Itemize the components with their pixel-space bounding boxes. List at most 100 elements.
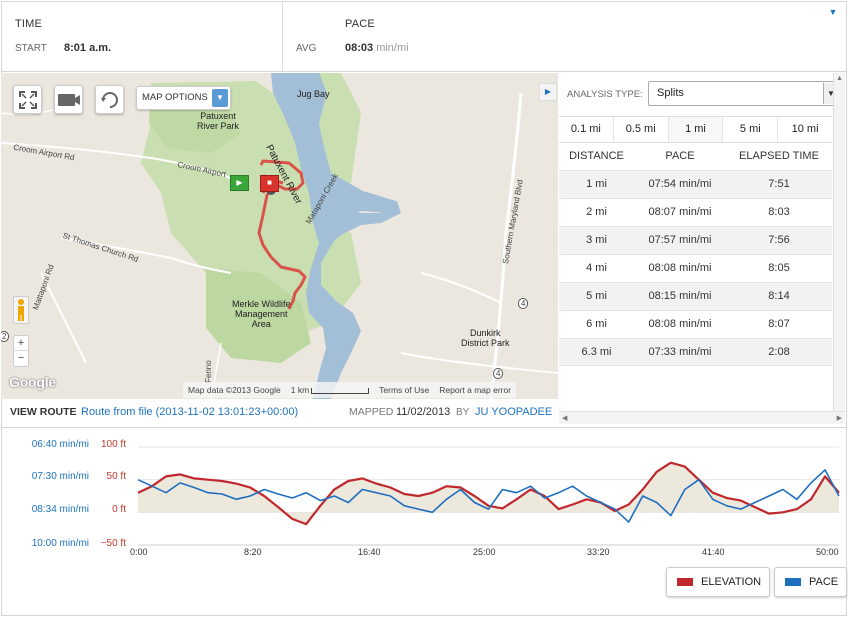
chevron-down-icon[interactable]: ▼ [828,7,838,17]
horizontal-scrollbar[interactable]: ◀ ▶ [559,411,845,424]
interval-tabs: 0.1 mi 0.5 mi 1 mi 5 mi 10 mi [559,116,832,143]
split-distance: 6.3 mi [581,346,612,358]
view-route-label: VIEW ROUTE [10,406,77,418]
street-view-pegman-icon[interactable] [13,296,29,324]
map-scale: 1 km [286,385,374,395]
map-options-dropdown[interactable]: MAP OPTIONS ▼ [136,86,231,110]
avg-pace-value: 08:03 min/mi [345,42,409,54]
zoom-out-button[interactable]: − [14,350,28,365]
elevation-pace-chart: 06:40 min/mi 07:30 min/mi 08:34 min/mi 1… [1,428,848,615]
interval-tab-0-1[interactable]: 0.1 mi [559,117,614,142]
map-data-credit: Map data ©2013 Google [188,385,281,395]
pace-tick-3: 10:00 min/mi [31,538,89,549]
split-pace: 07:33 min/mi [648,346,712,358]
route-382-shield: 2 [1,331,10,342]
map-options-label: MAP OPTIONS [142,92,208,103]
split-pace: 08:08 min/mi [648,262,712,274]
pace-legend-label: PACE [809,576,839,588]
table-row: 6.3 mi 07:33 min/mi 2:08 [559,338,832,366]
table-row: 2 mi 08:07 min/mi 8:03 [559,198,832,226]
split-distance: 4 mi [586,262,607,274]
elevation-legend-label: ELEVATION [701,576,762,588]
elev-tick-2: 0 ft [112,504,126,515]
route-info-bar: VIEW ROUTE Route from file (2013-11-02 1… [1,399,558,426]
split-elapsed: 2:08 [768,346,790,358]
route-file-link[interactable]: Route from file (2013-11-02 13:01:23+00:… [81,406,299,418]
start-marker-icon[interactable]: ▶ [230,175,249,191]
x-tick-4: 33:20 [587,547,610,557]
vertical-scrollbar[interactable]: ▲ [833,73,845,411]
user-link[interactable]: JU YOOPADEE [475,406,553,418]
fullscreen-button[interactable] [13,85,42,114]
pace-title: PACE [345,18,375,30]
map-label-fenno: Fenno [204,360,213,383]
distance-header: DISTANCE [569,150,624,162]
zoom-in-button[interactable]: + [17,337,25,349]
route-4-shield-2: 4 [493,368,504,379]
elevation-swatch [677,578,693,586]
interval-tab-0-5[interactable]: 0.5 mi [614,117,669,142]
elevation-legend-button[interactable]: ELEVATION [666,567,771,597]
map-label-dunkirk: Dunkirk District Park [461,328,510,348]
map-label-merkle: Merkle Wildlife Management Area [232,299,291,329]
x-tick-3: 25:00 [473,547,496,557]
analysis-type-select[interactable]: Splits ▼ [648,81,840,106]
plot-area[interactable] [1,428,846,558]
split-pace: 08:08 min/mi [648,318,712,330]
analysis-panel: ANALYSIS TYPE: Splits ▼ 0.1 mi 0.5 mi 1 … [559,73,840,411]
analysis-type-value: Splits [657,87,684,99]
map-canvas [1,73,558,399]
split-elapsed: 8:03 [768,206,790,218]
mapped-label: MAPPED [349,406,394,418]
splits-table: 1 mi 07:54 min/mi 7:51 2 mi 08:07 min/mi 8:03… [559,170,832,366]
interval-tab-5[interactable]: 5 mi [723,117,779,142]
pace-summary: PACE AVG 08:03 min/mi [284,1,844,71]
pace-tick-1: 07:30 min/mi [31,471,89,482]
interval-tab-1[interactable]: 1 mi [668,117,724,142]
start-time-value: 8:01 a.m. [64,42,112,54]
table-row: 1 mi 07:54 min/mi 7:51 [559,170,832,198]
pace-series-line [137,469,840,523]
split-elapsed: 7:56 [768,234,790,246]
elev-tick-0: 100 ft [100,439,126,450]
pegman-figure-icon [18,299,24,321]
zoom-control: + − [13,335,29,367]
map-label-jug-bay: Jug Bay [297,89,330,99]
pace-legend-button[interactable]: PACE [774,567,848,597]
google-logo: Google [9,374,57,390]
elev-tick-1: 50 ft [106,471,126,482]
panel-toggle-button[interactable]: ▶ [539,83,557,101]
rotate-button[interactable] [95,85,124,114]
3d-view-button[interactable] [54,85,83,114]
avg-label: AVG [296,43,317,54]
terms-link[interactable]: Terms of Use [379,385,430,395]
split-elapsed: 8:07 [768,318,790,330]
chevron-down-icon: ▼ [212,89,228,107]
elev-tick-3: −50 ft [100,538,126,549]
split-distance: 3 mi [586,234,607,246]
time-summary: TIME START 8:01 a.m. [1,1,283,71]
section-divider [1,427,846,428]
elevation-area [138,462,839,525]
table-row: 4 mi 08:08 min/mi 8:05 [559,254,832,282]
table-row: 3 mi 07:57 min/mi 7:56 [559,226,832,254]
end-marker-icon[interactable]: ■ [260,175,279,192]
report-error-link[interactable]: Report a map error [439,385,512,395]
table-row: 5 mi 08:15 min/mi 8:14 [559,282,832,310]
route-4-shield: 4 [518,298,529,309]
split-distance: 6 mi [586,318,607,330]
split-pace: 08:07 min/mi [648,206,712,218]
route-map[interactable]: Jug Bay Patuxent River Park Patuxent Riv… [1,73,558,399]
split-distance: 1 mi [586,178,607,190]
x-tick-5: 41:40 [702,547,725,557]
rotate-icon [100,91,118,108]
pace-header: PACE [665,150,695,162]
analysis-type-label: ANALYSIS TYPE: [567,89,643,100]
mapped-date: 11/02/2013 [396,406,451,418]
interval-tab-10[interactable]: 10 mi [791,123,819,135]
elevation-series-line [137,461,840,526]
split-elapsed: 8:05 [768,262,790,274]
map-label-patuxent-park: Patuxent River Park [197,111,240,131]
x-tick-1: 8:20 [244,547,262,557]
pace-tick-2: 08:34 min/mi [31,504,89,515]
